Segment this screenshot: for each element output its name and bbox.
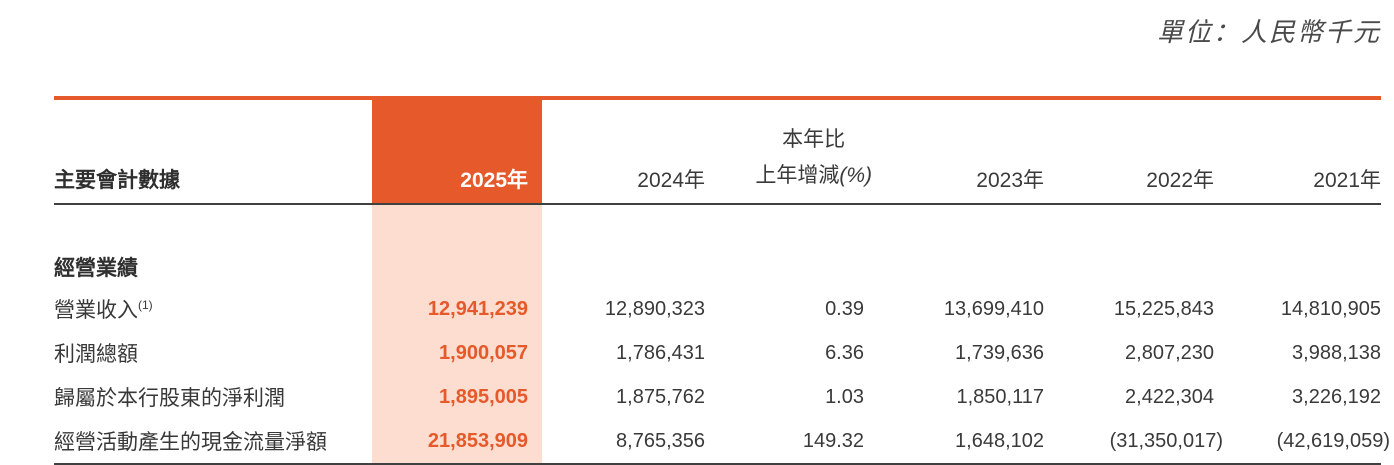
value-change: 6.36 <box>825 341 864 364</box>
unit-note: 單位：人民幣千元 <box>1156 17 1381 47</box>
table-wrap: 主要會計數據 2025年 2024年 本年比 上年增減(%) 2023年 202… <box>54 96 1390 465</box>
row-operating-income: 營業收入(1) 12,941,239 12,890,323 0.39 13,69… <box>54 287 1381 331</box>
section-row-operating-results: 經營業績 <box>54 247 1381 287</box>
financial-summary-table: 主要會計數據 2025年 2024年 本年比 上年增減(%) 2023年 202… <box>54 96 1390 465</box>
value-2025: 1,895,005 <box>439 385 528 408</box>
value-2022: (31,350,017) <box>1044 419 1223 465</box>
row-net-cash-flow-from-operating-activities: 經營活動產生的現金流量淨額 21,853,909 8,765,356 149.3… <box>54 419 1390 465</box>
header-2021: 2021年 <box>1214 98 1381 205</box>
row-label: 經營活動產生的現金流量淨額 <box>54 419 372 465</box>
value-2025: 21,853,909 <box>372 419 542 465</box>
value-2024: 1,875,762 <box>616 385 705 408</box>
row-label: 利潤總額 <box>54 343 138 366</box>
header-metric-label: 主要會計數據 <box>54 98 372 205</box>
header-2024: 2024年 <box>542 98 705 205</box>
value-change: 0.39 <box>825 297 864 320</box>
row-total-profit: 利潤總額 1,900,057 1,786,431 6.36 1,739,636 … <box>54 331 1381 375</box>
value-2021: 14,810,905 <box>1280 297 1381 320</box>
row-label: 歸屬於本行股東的淨利潤 <box>54 387 285 410</box>
header-row: 主要會計數據 2025年 2024年 本年比 上年增減(%) 2023年 202… <box>54 98 1381 205</box>
value-2022: 15,225,843 <box>1113 297 1214 320</box>
value-2025: 1,900,057 <box>439 341 528 364</box>
spacer-row <box>54 204 1381 247</box>
header-2022: 2022年 <box>1044 98 1214 205</box>
value-2022: 2,807,230 <box>1125 341 1214 364</box>
value-2023: 1,648,102 <box>864 419 1044 465</box>
value-change: 1.03 <box>825 385 864 408</box>
value-2021: (42,619,059) <box>1214 419 1390 465</box>
row-net-profit-attributable-to-shareholders: 歸屬於本行股東的淨利潤 1,895,005 1,875,762 1.03 1,8… <box>54 375 1381 419</box>
value-2023: 1,739,636 <box>955 341 1044 364</box>
value-2023: 1,850,117 <box>956 385 1045 408</box>
value-2021: 3,226,192 <box>1292 385 1381 408</box>
value-2021: 3,988,138 <box>1292 341 1381 364</box>
value-2023: 13,699,410 <box>943 297 1044 320</box>
header-change-text: 本年比 上年增減(%) <box>755 128 872 187</box>
header-2025: 2025年 <box>372 98 542 205</box>
section-title: 經營業績 <box>54 257 138 280</box>
value-2024: 8,765,356 <box>542 419 705 465</box>
value-2024: 1,786,431 <box>616 341 705 364</box>
row-label: 營業收入(1) <box>54 298 153 322</box>
value-2022: 2,422,304 <box>1125 385 1214 408</box>
value-2025: 12,941,239 <box>427 297 528 320</box>
header-2023: 2023年 <box>864 98 1044 205</box>
footnote-marker: (1) <box>138 298 153 312</box>
value-2024: 12,890,323 <box>604 297 705 320</box>
header-change: 本年比 上年增減(%) <box>705 98 872 205</box>
value-change: 149.32 <box>705 419 864 465</box>
